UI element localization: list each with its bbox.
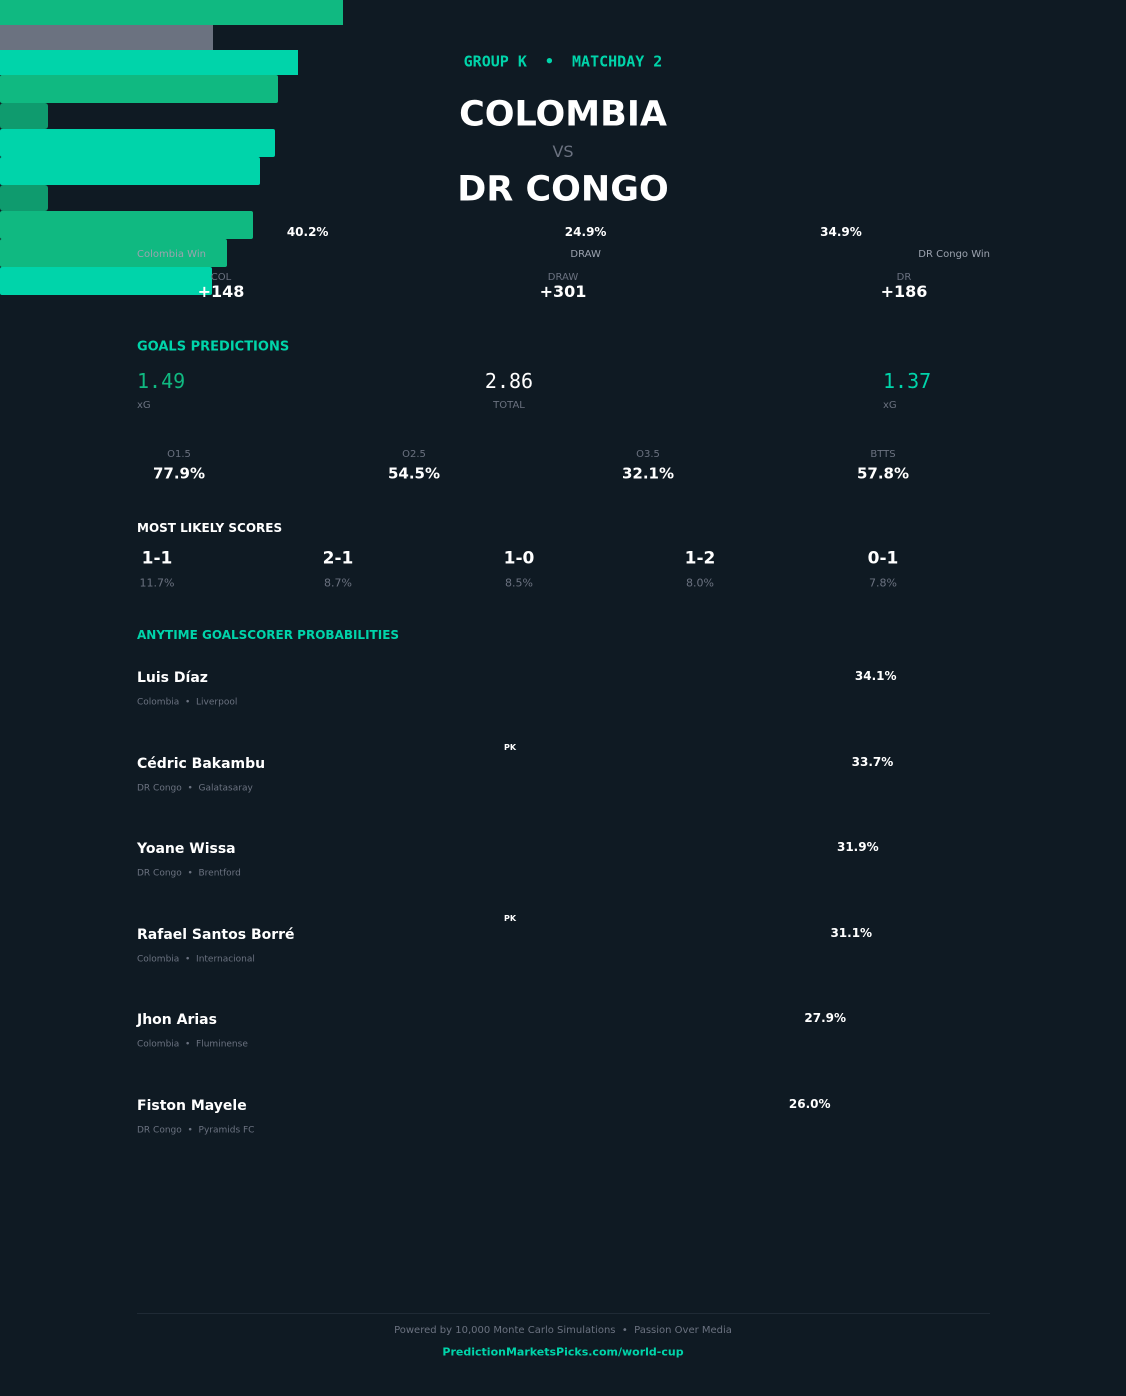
outcome-label: DRAW [570, 249, 601, 260]
scorer-bar [0, 239, 228, 267]
home-xg: 1.49 [137, 369, 186, 393]
scorer-bar [0, 267, 212, 295]
odds-label: COL [210, 272, 232, 283]
scorer-bar [0, 211, 254, 239]
scorer-bar [0, 129, 275, 157]
pk-label: PK [503, 742, 517, 752]
footer-text: Powered by 10,000 Monte Carlo Simulation… [394, 1325, 732, 1336]
away-xg-label: xG [883, 400, 897, 411]
market-label: BTTS [870, 449, 896, 460]
odds-label: DRAW [547, 272, 579, 283]
score-prob: 7.8% [869, 576, 897, 590]
player-name: Yoane Wissa [137, 841, 236, 857]
outcome-label: DR Congo Win [918, 249, 990, 260]
outcome-percent: 34.9% [820, 225, 862, 239]
score-prob: 8.7% [324, 576, 352, 590]
player-info: Colombia • Liverpool [137, 697, 238, 708]
scorer-bar [0, 157, 260, 185]
player-info: DR Congo • Pyramids FC [137, 1125, 255, 1135]
score: 1-2 [684, 548, 716, 569]
section-title: MOST LIKELY SCORES [137, 521, 283, 535]
market-value: 54.5% [387, 464, 441, 483]
player-name: Jhon Arias [137, 1012, 217, 1028]
odds-label: DR [896, 272, 912, 283]
outcome-bar [0, 50, 299, 75]
scorer-percent: 26.0% [788, 1096, 831, 1111]
odds-value: +301 [539, 282, 587, 301]
vs-label: VS [552, 142, 574, 161]
pk-badge [0, 103, 48, 129]
home-xg-label: xG [137, 400, 151, 411]
scorer-percent: 31.1% [830, 925, 873, 940]
footer-link: PredictionMarketsPicks.com/world-cup [442, 1345, 684, 1359]
player-info: DR Congo • Galatasaray [137, 783, 253, 793]
total-goals: 2.86 [484, 369, 534, 393]
market-label: O2.5 [402, 449, 426, 460]
scorer-bar [0, 75, 278, 103]
home-team: COLOMBIA [459, 94, 667, 135]
score-prob: 8.5% [505, 576, 533, 590]
player-name: Rafael Santos Borré [137, 926, 295, 943]
market-label: O1.5 [167, 449, 191, 460]
player-info: DR Congo • Brentford [137, 868, 241, 879]
score: 0-1 [867, 548, 899, 569]
market-value: 32.1% [621, 464, 675, 483]
score: 1-0 [503, 548, 535, 569]
outcome-bar [0, 0, 344, 25]
scorer-percent: 34.1% [854, 669, 897, 683]
score: 1-1 [141, 548, 173, 569]
match-info: GROUP K • MATCHDAY 2 [463, 52, 663, 71]
away-team: DR CONGO [457, 169, 669, 210]
outcome-percent: 40.2% [286, 225, 329, 239]
player-name: Cédric Bakambu [137, 755, 266, 772]
pk-badge [0, 185, 48, 211]
market-value: 77.9% [152, 464, 206, 483]
player-info: Colombia • Internacional [137, 954, 255, 964]
away-xg: 1.37 [883, 369, 932, 393]
player-name: Luis Díaz [137, 670, 208, 686]
total-goals-label: TOTAL [493, 400, 525, 411]
score: 2-1 [322, 548, 354, 569]
odds-value: +186 [880, 282, 928, 301]
score-prob: 11.7% [139, 576, 175, 590]
footer-rule [137, 1313, 990, 1314]
odds-value: +148 [197, 282, 245, 301]
outcome-percent: 24.9% [564, 225, 607, 239]
outcome-bar [0, 25, 213, 50]
outcome-label: Colombia Win [137, 249, 206, 260]
player-info: Colombia • Fluminense [137, 1039, 248, 1050]
score-prob: 8.0% [686, 576, 714, 590]
scorer-percent: 27.9% [804, 1011, 847, 1025]
scorer-percent: 31.9% [836, 840, 879, 854]
market-label: O3.5 [636, 449, 660, 460]
pk-label: PK [503, 913, 517, 923]
player-name: Fiston Mayele [137, 1097, 247, 1114]
section-title: ANYTIME GOALSCORER PROBABILITIES [137, 628, 400, 642]
section-title: GOALS PREDICTIONS [137, 339, 290, 355]
market-value: 57.8% [856, 464, 910, 483]
scorer-percent: 33.7% [851, 754, 894, 769]
